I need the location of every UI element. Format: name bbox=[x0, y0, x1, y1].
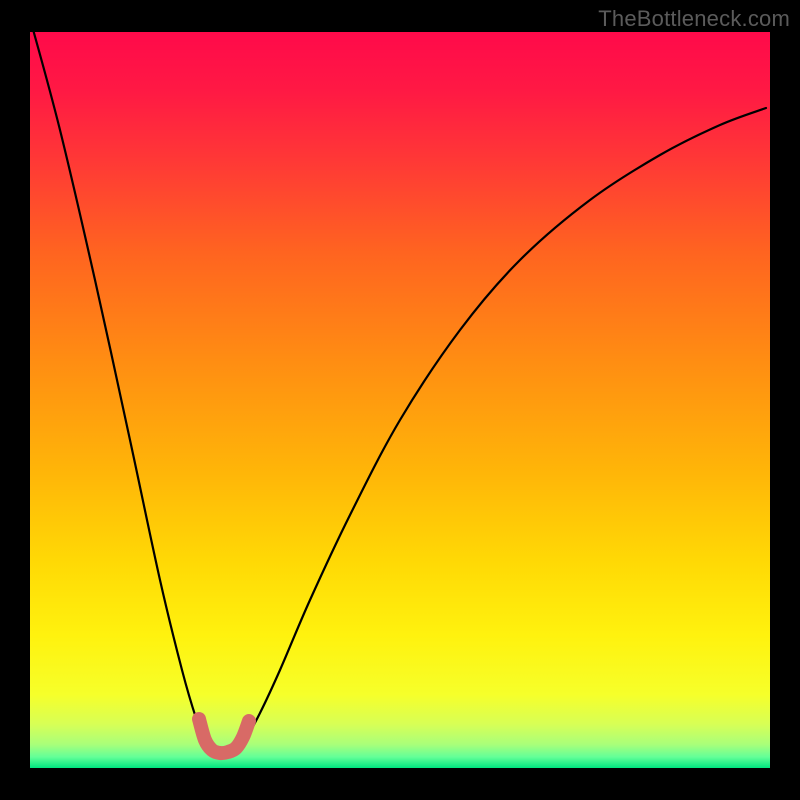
bottleneck-chart bbox=[0, 0, 800, 800]
plot-background bbox=[30, 32, 770, 768]
chart-frame: TheBottleneck.com bbox=[0, 0, 800, 800]
